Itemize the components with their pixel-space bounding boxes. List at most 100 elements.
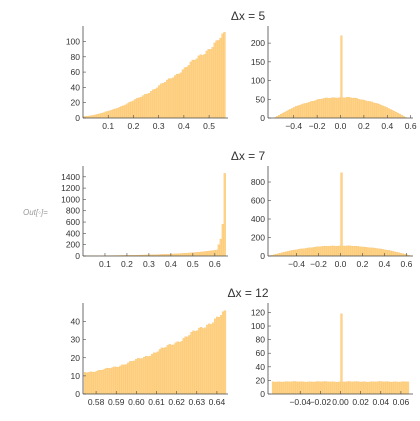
x-tick-label: 0.4 — [381, 121, 393, 131]
histogram-bar — [391, 381, 394, 395]
histogram-bar — [332, 97, 335, 119]
histogram-bar — [136, 97, 139, 119]
histogram-bar — [330, 245, 333, 257]
y-tick-label: 40 — [71, 82, 81, 92]
histogram-bar — [128, 102, 131, 119]
y-tick-label: 0 — [75, 389, 80, 399]
histogram-bar — [365, 381, 369, 395]
x-tick-label: 0.3 — [153, 121, 165, 131]
histogram-bar — [182, 338, 185, 395]
histogram-bar — [285, 110, 288, 119]
histogram-bar — [378, 103, 381, 119]
histogram-bar — [181, 69, 185, 119]
histogram-bar — [283, 251, 286, 257]
histogram-bar — [325, 97, 328, 119]
histogram-bar — [350, 381, 353, 395]
histogram-bar — [179, 72, 183, 119]
histogram-bar — [107, 368, 110, 395]
histogram-bar — [300, 104, 303, 119]
histogram-bar — [221, 224, 224, 257]
y-tick-label: 10 — [71, 371, 81, 381]
x-tick-label: −0.4 — [285, 121, 302, 131]
histogram-bar — [364, 247, 368, 257]
histogram-bar — [287, 109, 290, 119]
histogram-bar — [281, 112, 284, 119]
histogram-bar — [357, 98, 360, 119]
histogram-bar — [329, 98, 332, 119]
histogram-bar — [277, 381, 280, 395]
histogram-bar — [185, 66, 189, 119]
histogram-bar — [85, 372, 89, 395]
histogram-bar — [114, 108, 117, 119]
histogram-bar — [310, 101, 313, 119]
histogram-bar — [289, 381, 292, 395]
histogram-bar — [160, 347, 164, 395]
x-tick-label: −0.2 — [309, 121, 326, 131]
x-tick-label: 0.0 — [335, 121, 347, 131]
histogram-bar — [344, 97, 347, 119]
histogram-bar — [184, 336, 187, 395]
histogram-bar — [207, 49, 210, 119]
histogram-bar — [111, 367, 114, 395]
histogram-bar — [122, 105, 125, 119]
histogram-bar — [289, 250, 292, 257]
histogram-bar — [346, 97, 349, 119]
histogram-bar — [101, 369, 104, 395]
histogram-bar — [391, 251, 394, 257]
histogram-bar — [95, 371, 98, 395]
histogram-bar — [176, 341, 179, 395]
histogram-bar — [219, 37, 222, 119]
histogram-bar — [187, 252, 191, 257]
histogram-bar — [344, 245, 347, 257]
histogram-bar — [346, 245, 349, 257]
histogram-bar — [193, 59, 196, 119]
histogram-bar — [404, 381, 408, 395]
histogram-bar — [154, 88, 157, 119]
histogram-bar — [293, 249, 296, 257]
y-tick-label: 400 — [251, 214, 265, 224]
histogram-bar — [146, 356, 150, 395]
histogram-bar — [399, 252, 402, 257]
histogram-bar — [120, 106, 123, 119]
histogram-bar — [406, 381, 410, 395]
histogram-bar — [223, 310, 227, 395]
histogram-bar — [352, 246, 355, 257]
histogram-bar — [312, 101, 315, 119]
histogram-bar — [119, 365, 122, 395]
y-tick-label: 100 — [66, 36, 80, 46]
histogram-bar — [203, 54, 206, 119]
histogram-bar — [375, 248, 378, 257]
histogram-bar — [174, 342, 177, 395]
histogram-bar — [291, 108, 294, 119]
out-cell-label: Out[◦]= — [23, 208, 48, 217]
histogram-bar — [205, 50, 208, 119]
histogram-bar — [328, 381, 331, 395]
histogram-bar — [340, 35, 343, 119]
histogram-bar — [210, 324, 213, 395]
x-tick-label: 0.02 — [352, 397, 369, 407]
y-tick-label: 40 — [256, 362, 266, 372]
histogram-bar — [184, 253, 187, 257]
histogram-bar — [379, 248, 382, 257]
histogram-bar — [304, 103, 307, 119]
histogram-bar — [201, 55, 204, 119]
histogram-bar — [134, 99, 137, 119]
x-tick-label: 0.6 — [209, 259, 221, 269]
histogram-bar — [92, 115, 95, 119]
histogram-bar — [347, 97, 351, 119]
histogram-bar — [100, 113, 103, 119]
histogram-bar — [162, 347, 165, 395]
histogram-bar — [126, 103, 129, 119]
histogram-bar — [323, 98, 326, 119]
histogram-bar — [364, 100, 368, 119]
histogram-bar — [369, 381, 372, 395]
histogram-bar — [287, 251, 290, 257]
histogram-bar — [279, 381, 282, 395]
histogram-bar — [209, 250, 213, 257]
histogram-bar — [168, 344, 171, 395]
histogram-bar — [94, 114, 97, 119]
panel-title: Δx = 5 — [231, 9, 266, 23]
histogram-bar — [202, 328, 205, 395]
histogram-bar — [336, 246, 339, 257]
